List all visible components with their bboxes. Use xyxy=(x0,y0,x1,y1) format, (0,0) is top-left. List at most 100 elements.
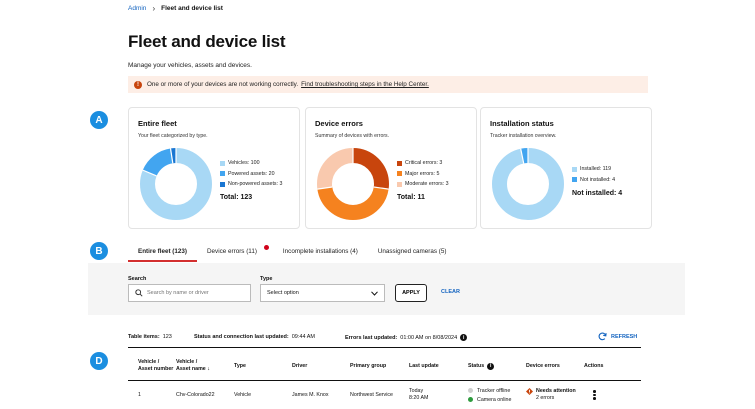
entire-fleet-donut-chart xyxy=(140,148,212,220)
search-input[interactable] xyxy=(147,290,247,296)
legend-swatch xyxy=(572,177,577,182)
info-icon[interactable]: i xyxy=(460,334,468,341)
breadcrumb-current: Fleet and device list xyxy=(161,5,223,12)
legend-item-vehicles: Vehicles: 100 xyxy=(220,160,282,166)
donut-slice-separator xyxy=(317,186,333,190)
fleet-tabs: Entire fleet (123) Device errors (11) In… xyxy=(128,242,673,262)
column-driver[interactable]: Driver xyxy=(292,363,308,369)
installation-status-donut-chart xyxy=(492,148,564,220)
donut-slice-installed xyxy=(492,148,564,220)
device-errors-card: Device errors Summary of devices with er… xyxy=(305,107,477,229)
chart-total: Total: 123 xyxy=(220,194,253,201)
marker-a: A xyxy=(90,111,108,129)
tab-entire-fleet[interactable]: Entire fleet (123) xyxy=(128,242,197,262)
offline-status-dot xyxy=(468,388,473,394)
marker-d: D xyxy=(90,352,108,370)
refresh-icon xyxy=(598,332,607,341)
legend-swatch xyxy=(220,171,225,176)
chart-total: Total: 11 xyxy=(397,194,425,201)
column-last-update[interactable]: Last update xyxy=(409,363,439,369)
chart-legend: Installed: 119 Not installed: 4 Not inst… xyxy=(572,166,622,197)
column-primary-group[interactable]: Primary group xyxy=(350,363,387,369)
more-actions-icon[interactable] xyxy=(593,390,596,401)
page-subtitle: Manage your vehicles, assets and devices… xyxy=(128,62,252,69)
refresh-button[interactable]: REFRESH xyxy=(598,332,637,341)
sort-arrow-down-icon: ↓ xyxy=(207,366,210,372)
online-status-dot xyxy=(468,397,473,403)
donut-slice-separator xyxy=(520,148,525,164)
cell-device-errors: Needs attention 2 errors xyxy=(526,388,576,402)
filter-panel: Search Type Select option APPLY CLEAR xyxy=(88,263,685,315)
legend-swatch xyxy=(572,166,577,172)
donut-slice-major-errors xyxy=(317,148,389,220)
column-status[interactable]: Status i xyxy=(468,363,495,370)
legend-swatch xyxy=(397,160,402,166)
chart-legend: Vehicles: 100 Powered assets: 20 Non-pow… xyxy=(220,160,282,201)
page-title: Fleet and device list xyxy=(128,32,286,51)
cell-last-update: Today 8:20 AM xyxy=(409,388,429,401)
entire-fleet-card: Entire fleet Your fleet categorized by t… xyxy=(128,107,300,229)
column-vehicle-number[interactable]: Vehicle / Asset number xyxy=(138,359,174,372)
tab-device-errors[interactable]: Device errors (11) xyxy=(197,242,273,262)
search-icon xyxy=(135,289,143,297)
legend-swatch xyxy=(220,181,225,187)
installation-status-card: Installation status Tracker installation… xyxy=(480,107,652,229)
help-center-link[interactable]: Find troubleshooting steps in the Help C… xyxy=(301,81,429,88)
cell-vehicle-name[interactable]: Chv-Colorado22 xyxy=(176,392,215,398)
chart-total: Not installed: 4 xyxy=(572,189,623,197)
donut-slice-separator xyxy=(142,169,157,177)
legend-swatch xyxy=(397,181,402,187)
cell-type: Vehicle xyxy=(234,392,252,398)
legend-item-critical-errors: Critical errors: 3 xyxy=(397,160,449,166)
card-title: Entire fleet xyxy=(138,119,177,128)
type-select-value: Select option xyxy=(267,290,299,296)
donut-slice-separator xyxy=(169,148,174,164)
legend-item-installed: Installed: 119 xyxy=(572,166,622,172)
donut-slice-separator xyxy=(373,186,389,190)
apply-button[interactable]: APPLY xyxy=(395,284,427,302)
marker-b: B xyxy=(90,242,108,260)
cell-status: Tracker offline Camera online xyxy=(468,388,511,404)
column-actions: Actions xyxy=(584,363,604,369)
status-last-updated: Status and connection last updated: 09:44… xyxy=(194,334,315,340)
chart-legend: Critical errors: 3 Major errors: 5 Moder… xyxy=(397,160,449,201)
notification-dot xyxy=(263,245,269,250)
card-description: Summary of devices with errors. xyxy=(315,133,390,139)
type-label: Type xyxy=(260,276,273,282)
cell-vehicle-number: 1 xyxy=(138,392,141,398)
column-vehicle-name[interactable]: Vehicle / Asset name ↓ xyxy=(176,359,210,372)
legend-swatch xyxy=(397,171,402,176)
error-diamond-icon xyxy=(526,388,533,395)
cell-primary-group: Northwest Service xyxy=(350,392,393,398)
search-field[interactable] xyxy=(128,284,251,302)
warning-icon: ! xyxy=(134,80,142,89)
type-select[interactable]: Select option xyxy=(260,284,385,302)
column-device-errors[interactable]: Device errors xyxy=(526,363,560,369)
warning-alert: ! One or more of your devices are not wo… xyxy=(128,76,648,93)
breadcrumb: Admin › Fleet and device list xyxy=(128,4,223,13)
breadcrumb-admin-link[interactable]: Admin xyxy=(128,5,147,12)
table-row[interactable]: 1 Chv-Colorado22 Vehicle James M. Knox N… xyxy=(128,382,641,409)
clear-button[interactable]: CLEAR xyxy=(441,289,460,295)
errors-last-updated: Errors last updated: 01:00 AM on 8/08/202… xyxy=(345,334,468,341)
info-icon[interactable]: i xyxy=(487,363,495,370)
tab-incomplete-installations[interactable]: Incomplete installations (4) xyxy=(282,248,358,255)
tab-unassigned-cameras[interactable]: Unassigned cameras (5) xyxy=(377,248,447,255)
chevron-down-icon xyxy=(371,290,378,296)
card-description: Tracker installation overview. xyxy=(490,133,557,139)
table-header: Vehicle / Asset number Vehicle / Asset na… xyxy=(128,347,641,381)
legend-item-powered-assets: Powered assets: 20 xyxy=(220,171,282,177)
legend-item-not-installed: Not installed: 4 xyxy=(572,177,622,183)
legend-item-major-errors: Major errors: 5 xyxy=(397,171,449,177)
column-type[interactable]: Type xyxy=(234,363,246,369)
alert-text: One or more of your devices are not work… xyxy=(147,81,299,88)
card-description: Your fleet categorized by type. xyxy=(138,133,208,139)
device-errors-donut-chart xyxy=(317,148,389,220)
card-title: Device errors xyxy=(315,119,363,128)
cell-driver: James M. Knox xyxy=(292,392,329,398)
legend-swatch xyxy=(220,160,225,166)
card-title: Installation status xyxy=(490,119,554,128)
legend-item-non-powered-assets: Non-powered assets: 3 xyxy=(220,181,282,187)
chevron-right-icon: › xyxy=(152,4,156,13)
legend-item-moderate-errors: Moderate errors: 3 xyxy=(397,181,449,187)
